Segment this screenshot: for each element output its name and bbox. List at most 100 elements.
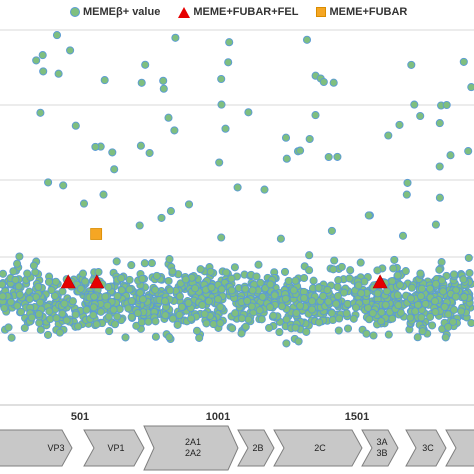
- meme-point: [291, 323, 300, 332]
- meme-point: [431, 220, 440, 229]
- meme-point: [431, 307, 440, 317]
- meme-point: [410, 100, 419, 109]
- meme-point: [398, 231, 408, 240]
- meme-point: [329, 265, 338, 274]
- meme-point: [437, 258, 446, 267]
- meme-point: [20, 323, 29, 333]
- meme-point: [319, 291, 328, 301]
- meme-point: [296, 301, 305, 310]
- meme-point: [289, 286, 298, 295]
- meme-point: [110, 320, 120, 329]
- meme-point: [121, 333, 130, 342]
- meme-point: [369, 331, 378, 340]
- meme-point: [161, 311, 170, 320]
- meme-point: [292, 308, 301, 318]
- meme-point: [417, 284, 427, 293]
- meme-point: [315, 318, 324, 327]
- meme-point: [309, 276, 318, 285]
- meme-point: [435, 193, 444, 202]
- meme-point: [4, 323, 13, 332]
- meme-point: [407, 283, 416, 292]
- meme-point: [384, 131, 393, 140]
- meme-point: [38, 51, 47, 60]
- meme-point: [124, 304, 133, 313]
- meme-point: [294, 337, 303, 346]
- meme-point: [59, 181, 68, 190]
- legend-label-meme: MEMEβ+ value: [83, 6, 161, 18]
- meme-point: [395, 280, 405, 290]
- meme-point: [252, 272, 261, 281]
- genome-segment-arrow: [445, 429, 474, 467]
- meme-point: [270, 291, 279, 300]
- meme-point: [457, 307, 466, 316]
- meme-point: [166, 286, 175, 295]
- meme-point: [305, 251, 314, 260]
- meme-point: [241, 284, 250, 293]
- meme-point: [32, 56, 41, 65]
- meme-point: [440, 302, 449, 311]
- genome-segment-arrow: [237, 429, 275, 467]
- meme-point: [233, 183, 242, 192]
- meme-point: [36, 108, 45, 117]
- meme-point: [34, 310, 44, 319]
- meme-point: [435, 265, 444, 274]
- meme-point: [334, 326, 343, 335]
- meme-point: [89, 303, 98, 312]
- meme-point: [308, 297, 317, 306]
- meme-point: [127, 312, 136, 322]
- meme-point: [281, 294, 290, 303]
- genome-segment-label: 2A2: [185, 448, 201, 458]
- meme-point: [333, 291, 342, 301]
- meme-point: [168, 314, 177, 323]
- chart-legend: MEMEβ+ value MEME+FUBAR+FEL MEME+FUBAR: [70, 3, 425, 21]
- meme-point: [175, 310, 184, 319]
- meme-point: [382, 287, 391, 296]
- meme-point: [224, 58, 233, 67]
- meme-point: [160, 297, 170, 306]
- meme-point: [450, 305, 459, 314]
- genome-segment-label: 3A: [376, 437, 387, 447]
- meme-point: [209, 320, 218, 329]
- meme-point: [11, 275, 20, 284]
- meme-point: [421, 299, 430, 308]
- meme-point: [157, 213, 166, 222]
- meme-point: [74, 322, 83, 331]
- meme-point: [282, 154, 291, 163]
- meme-point: [207, 283, 216, 292]
- meme-point: [407, 60, 416, 69]
- meme-point: [133, 309, 142, 318]
- meme-point: [237, 314, 246, 323]
- meme-point: [51, 277, 60, 286]
- meme-point: [13, 259, 22, 268]
- meme-point: [36, 298, 45, 307]
- meme-point: [78, 269, 88, 278]
- meme-point: [117, 286, 126, 295]
- meme-point: [449, 270, 459, 279]
- meme-point: [159, 84, 168, 93]
- meme-point: [89, 311, 98, 320]
- meme-point: [7, 333, 16, 342]
- meme-point: [265, 303, 275, 312]
- meme-point: [428, 321, 437, 330]
- meme-point: [339, 288, 349, 297]
- meme-point: [181, 275, 190, 284]
- meme-fubar-fel-marker: [60, 274, 76, 289]
- meme-point: [329, 78, 338, 87]
- meme-point: [411, 307, 420, 316]
- meme-point: [277, 302, 287, 311]
- meme-point: [68, 297, 77, 306]
- legend-item-meme-fubar-fel: MEME+FUBAR+FEL: [178, 6, 298, 18]
- meme-point: [364, 211, 373, 220]
- meme-point: [191, 284, 200, 293]
- meme-point: [213, 295, 223, 304]
- meme-point: [300, 293, 309, 303]
- legend-triangle-marker: [178, 6, 191, 18]
- meme-point: [152, 271, 161, 280]
- x-tick-label: 1501: [344, 411, 370, 423]
- meme-fubar-marker: [90, 228, 103, 240]
- meme-point: [94, 267, 103, 277]
- meme-point: [14, 282, 23, 291]
- meme-point: [145, 148, 154, 158]
- meme-point: [337, 262, 346, 271]
- meme-point: [281, 133, 291, 142]
